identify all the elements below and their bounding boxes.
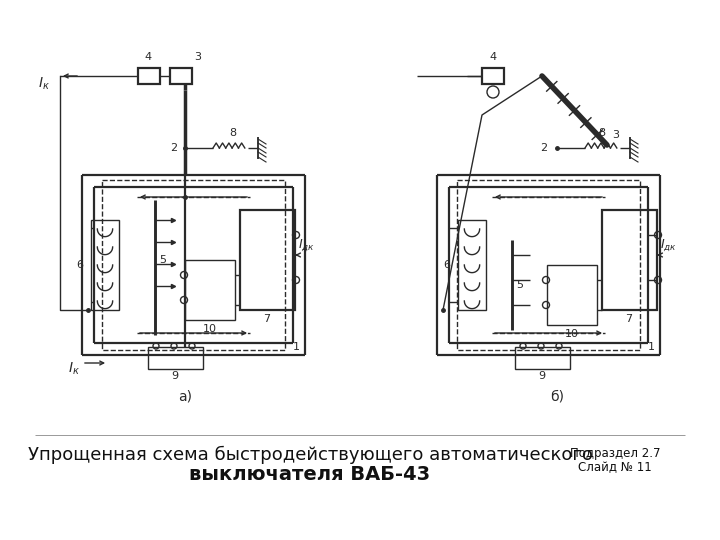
Bar <box>240 210 295 310</box>
Text: 7: 7 <box>264 314 271 324</box>
Text: $I_к$: $I_к$ <box>38 76 50 92</box>
Text: 3: 3 <box>194 52 201 62</box>
Text: 5: 5 <box>516 280 523 290</box>
Text: а): а) <box>178 390 192 404</box>
Bar <box>91 220 119 310</box>
Bar <box>138 68 160 84</box>
Text: 6: 6 <box>443 260 450 270</box>
Text: Упрощенная схема быстродействующего автоматического: Упрощенная схема быстродействующего авто… <box>27 446 593 464</box>
Text: 5: 5 <box>159 255 166 265</box>
Text: 4: 4 <box>145 52 152 62</box>
Bar <box>170 68 192 84</box>
Bar <box>515 347 570 369</box>
Text: 3: 3 <box>612 130 619 140</box>
Text: выключателя ВАБ-43: выключателя ВАБ-43 <box>189 464 431 483</box>
Text: 8: 8 <box>598 128 606 138</box>
Text: 9: 9 <box>171 371 179 381</box>
Text: б): б) <box>550 390 564 404</box>
Bar <box>547 265 597 325</box>
Text: Слайд № 11: Слайд № 11 <box>578 462 652 475</box>
Text: $I_{дк}$: $I_{дк}$ <box>660 237 677 253</box>
Bar <box>185 260 235 320</box>
Text: Подраздел 2.7: Подраздел 2.7 <box>570 447 660 460</box>
Bar <box>482 68 504 84</box>
Bar <box>102 180 285 350</box>
Text: 6: 6 <box>76 260 83 270</box>
Text: $I_{дк}$: $I_{дк}$ <box>298 237 315 253</box>
Bar <box>457 180 640 350</box>
Bar <box>148 347 203 369</box>
Text: 2: 2 <box>540 143 547 153</box>
Text: 7: 7 <box>626 314 633 324</box>
Bar <box>458 220 486 310</box>
Text: 10: 10 <box>565 329 579 339</box>
Bar <box>602 210 657 310</box>
Text: 8: 8 <box>230 128 237 138</box>
Text: 4: 4 <box>490 52 497 62</box>
Text: 1: 1 <box>648 342 655 352</box>
Text: 2: 2 <box>170 143 177 153</box>
Text: 1: 1 <box>293 342 300 352</box>
Text: 10: 10 <box>203 324 217 334</box>
Text: 9: 9 <box>539 371 546 381</box>
Text: $I_к$: $I_к$ <box>68 361 80 377</box>
